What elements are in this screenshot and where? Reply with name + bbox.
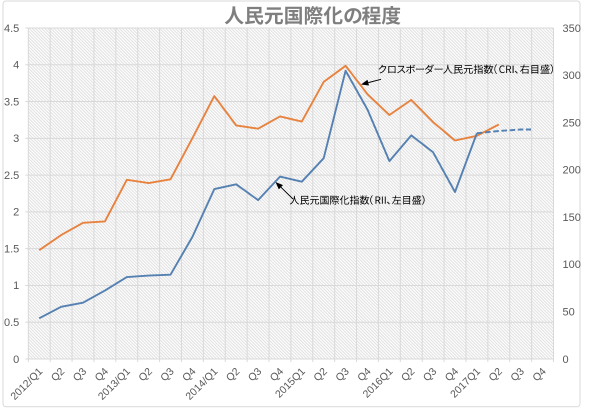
svg-text:200: 200 [563,165,581,177]
svg-text:0: 0 [563,354,569,366]
svg-text:2: 2 [13,207,19,219]
svg-text:300: 300 [563,70,581,82]
svg-text:250: 250 [563,117,581,129]
svg-text:1.5: 1.5 [4,244,19,256]
svg-text:150: 150 [563,212,581,224]
svg-text:0: 0 [13,354,19,366]
svg-text:350: 350 [563,23,581,35]
svg-text:100: 100 [563,259,581,271]
svg-text:1: 1 [13,280,19,292]
svg-text:0.5: 0.5 [4,317,19,329]
svg-text:4.5: 4.5 [4,23,19,35]
svg-text:50: 50 [563,307,575,319]
svg-text:2.5: 2.5 [4,170,19,182]
svg-text:4: 4 [13,60,19,72]
svg-text:3.5: 3.5 [4,96,19,108]
svg-text:3: 3 [13,133,19,145]
